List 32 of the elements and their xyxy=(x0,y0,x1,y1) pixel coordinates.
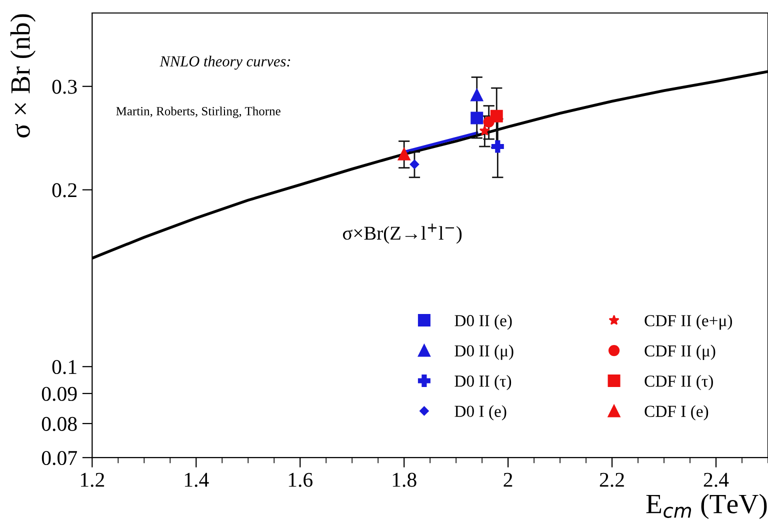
legend-label: CDF II (μ) xyxy=(644,344,716,360)
x-tick-label: 1.2 xyxy=(80,472,104,487)
legend-label: D0 II (e) xyxy=(454,314,512,330)
x-tick-label: 2.4 xyxy=(704,472,729,487)
x-tick-label: 2.2 xyxy=(600,472,624,487)
y-tick-label: 0.09 xyxy=(42,386,77,402)
x-tick-label: 2 xyxy=(504,472,512,487)
y-tick-label: 0.08 xyxy=(42,416,77,432)
point xyxy=(410,160,420,169)
y-axis-title: σ × Br (nb) xyxy=(10,14,36,138)
y-tick-label: 0.3 xyxy=(52,80,77,94)
x-tick-label: 1.4 xyxy=(184,472,209,487)
legend-label: CDF I (e) xyxy=(644,405,708,420)
point xyxy=(398,148,410,160)
legend-label: D0 II (μ) xyxy=(454,344,514,360)
x-tick-label: 1.6 xyxy=(288,472,313,487)
x-tick-label: 1.8 xyxy=(392,472,416,487)
legend-label: CDF II (e+μ) xyxy=(644,314,732,330)
annotation: Martin, Roberts, Stirling, Thorne xyxy=(116,106,280,118)
x-axis-title: E$_{cm}$ (TeV) xyxy=(646,494,767,520)
y-tick-label: 0.07 xyxy=(42,450,77,466)
legend-label: CDF II (τ) xyxy=(644,375,713,390)
point xyxy=(470,88,484,102)
legend-label: D0 I (e) xyxy=(454,405,506,420)
annotation: σ×Br(Z→l$^{+}$l$^{−}$) xyxy=(342,224,462,244)
y-tick-label: 0.2 xyxy=(52,183,76,198)
legend-label: D0 II (τ) xyxy=(454,375,512,390)
point xyxy=(490,110,503,122)
annotation: NNLO theory curves: xyxy=(160,56,290,70)
point xyxy=(479,125,490,136)
y-tick-label: 0.1 xyxy=(52,360,76,374)
point xyxy=(470,112,484,124)
